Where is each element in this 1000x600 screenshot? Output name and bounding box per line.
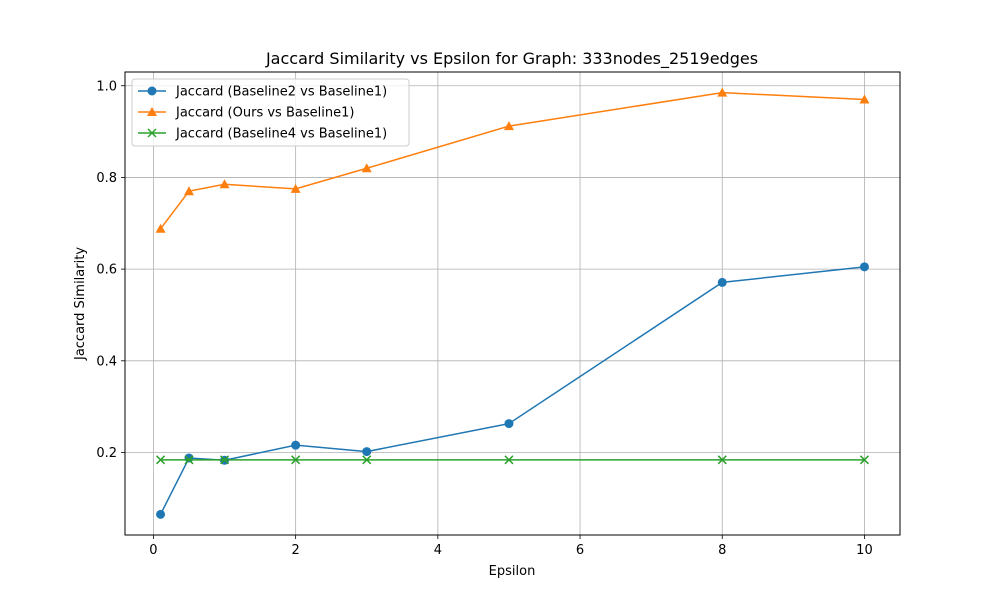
legend-marker (147, 128, 157, 138)
y-tick-label: 0.4 (96, 354, 117, 369)
x-tick-label: 10 (856, 543, 873, 558)
data-point (184, 455, 194, 465)
series-line (159, 91, 865, 230)
legend: Jaccard (Baseline2 vs Baseline1) Jaccard … (131, 78, 410, 147)
data-point (183, 186, 194, 196)
legend-marker (147, 86, 157, 96)
data-point (859, 94, 870, 104)
x-tick-label: 6 (576, 543, 584, 558)
x-axis-label: Epsilon (489, 564, 536, 579)
data-point (717, 455, 727, 465)
legend-label: Jaccard (Baseline2 vs Baseline1) (175, 85, 387, 100)
series-3 (156, 455, 869, 465)
legend-entry: Jaccard (Baseline4 vs Baseline1) (138, 127, 387, 142)
data-point (184, 453, 194, 463)
legend-entry: Jaccard (Ours vs Baseline1) (138, 106, 354, 121)
data-point (291, 455, 301, 465)
data-point (155, 223, 166, 233)
series-line (159, 266, 865, 515)
data-point (504, 419, 514, 429)
data-point (859, 455, 869, 465)
y-tick-label: 1.0 (96, 79, 117, 94)
data-point (219, 179, 230, 189)
data-point (504, 455, 514, 465)
data-point (717, 277, 727, 287)
series-1 (156, 262, 869, 519)
data-point (290, 183, 301, 193)
y-tick-label: 0.8 (96, 171, 117, 186)
y-tick-label: 0.2 (96, 446, 117, 461)
y-tick-label: 0.6 (96, 263, 117, 278)
chart-title: Jaccard Similarity vs Epsilon for Graph:… (265, 49, 758, 69)
x-tick-label: 4 (434, 543, 442, 558)
y-axis-label: Jaccard Similarity (73, 247, 88, 361)
data-point (156, 509, 166, 519)
legend-label: Jaccard (Ours vs Baseline1) (175, 106, 354, 121)
data-point (291, 440, 301, 450)
data-point (503, 121, 514, 131)
data-point (859, 262, 869, 272)
x-tick-label: 2 (292, 543, 300, 558)
data-point (361, 163, 372, 173)
data-point (220, 455, 230, 465)
data-point (362, 455, 372, 465)
ticks: 0 2 4 6 8 10 0.2 0.4 0.6 0.8 1.0 (96, 79, 872, 558)
legend-label: Jaccard (Baseline4 vs Baseline1) (175, 127, 387, 142)
legend-entry: Jaccard (Baseline2 vs Baseline1) (138, 85, 387, 100)
plot-frame (124, 71, 901, 536)
x-tick-label: 0 (149, 543, 157, 558)
legend-marker (147, 107, 157, 116)
data-point (156, 455, 166, 465)
x-tick-label: 8 (718, 543, 726, 558)
data-point (717, 87, 728, 97)
series-2 (155, 87, 870, 233)
data-point (362, 447, 372, 457)
legend-box (131, 78, 410, 147)
grid (125, 72, 900, 535)
series-layer (155, 87, 870, 519)
